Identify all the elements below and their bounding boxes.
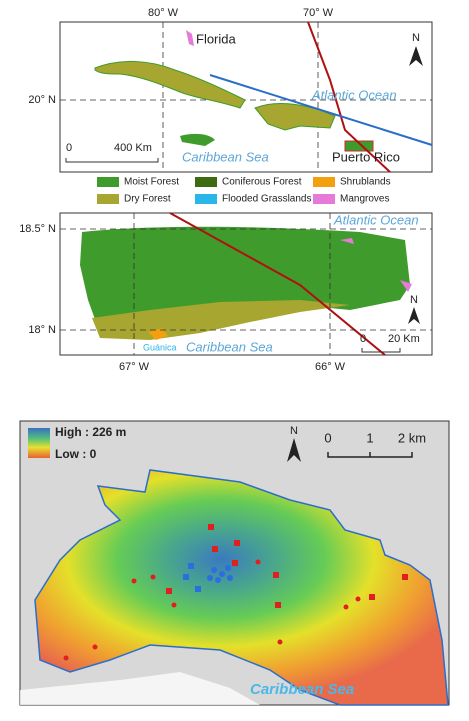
site-circle: [225, 565, 231, 571]
site-square: [195, 586, 201, 592]
site-square: [208, 524, 214, 530]
legend-label: Moist Forest: [124, 177, 179, 188]
fault-line: [307, 21, 391, 173]
site-circle: [207, 575, 213, 581]
scale-label: 0: [66, 142, 72, 154]
legend-swatch: [313, 194, 335, 204]
blue-sites: [183, 563, 233, 592]
lat-label: 18.5° N: [19, 223, 56, 235]
place-label: Caribbean Sea: [250, 681, 354, 698]
site-square: [232, 560, 238, 566]
legend-label: Coniferous Forest: [222, 177, 302, 188]
jamaica: [180, 133, 215, 146]
site-square: [402, 574, 408, 580]
study-area: [34, 469, 449, 706]
site-circle: [355, 596, 361, 602]
overview-map: 80° W 70° W 20° N Florida Atlantic Ocean…: [28, 7, 433, 173]
legend-label: Dry Forest: [124, 194, 171, 205]
north-label: N: [410, 294, 418, 306]
legend-label: Shrublands: [340, 177, 391, 188]
scale-label: 400 Km: [114, 142, 152, 154]
cuba: [94, 61, 246, 109]
place-label: Atlantic Ocean: [333, 212, 419, 227]
scale-bar: [65, 158, 159, 163]
place-label: Atlantic Ocean: [311, 87, 397, 102]
site-circle: [343, 604, 349, 610]
scale-label: 1: [366, 430, 373, 445]
site-square: [234, 540, 240, 546]
place-label: Caribbean Sea: [182, 149, 269, 164]
site-square: [369, 594, 375, 600]
lon-label: 67° W: [119, 361, 150, 373]
north-label: N: [412, 32, 420, 44]
north-label: N: [290, 425, 298, 437]
legend-swatch: [195, 177, 217, 187]
north-arrow: [408, 307, 420, 324]
site-circle: [227, 575, 233, 581]
site-circle: [215, 577, 221, 583]
legend-swatch: [195, 194, 217, 204]
site-circle: [131, 578, 137, 584]
scale-bar: [361, 348, 401, 353]
lon-label: 80° W: [148, 7, 179, 19]
place-label: Caribbean Sea: [186, 339, 273, 354]
site-square: [212, 546, 218, 552]
site-circle: [92, 644, 98, 650]
lon-label: 70° W: [303, 7, 334, 19]
site-circle: [211, 567, 217, 573]
lon-label: 66° W: [315, 361, 346, 373]
island-moist: [80, 226, 410, 335]
legend-swatch: [313, 177, 335, 187]
place-label: Guánica: [143, 342, 177, 352]
site-circle: [171, 602, 177, 608]
shrubland: [148, 328, 168, 340]
legend-label: Mangroves: [340, 194, 389, 205]
place-label: Puerto Rico: [332, 149, 400, 164]
north-arrow: [409, 46, 423, 66]
scale-label: 20 Km: [388, 333, 420, 345]
site-square: [275, 602, 281, 608]
site-circle: [255, 559, 261, 565]
site-circle: [219, 571, 225, 577]
island-map: 18.5° N 18° N 67° W 66° W Atlantic Ocean…: [19, 212, 433, 373]
scale-bar: [327, 452, 413, 458]
lat-label: 20° N: [28, 94, 56, 106]
trench-line: [209, 74, 433, 146]
place-label: Florida: [196, 31, 237, 46]
scale-label: 0: [324, 430, 331, 445]
lat-label: 18° N: [28, 324, 56, 336]
puerto-rico-box: [344, 140, 374, 152]
legend-low: Low : 0: [55, 447, 97, 461]
site-circle: [150, 574, 156, 580]
mangrove: [340, 238, 412, 292]
scale-label: 0: [360, 333, 366, 345]
sample-sites: [63, 524, 408, 661]
scale-label: 2 km: [398, 430, 426, 445]
site-circle: [277, 639, 283, 645]
elevation-map: High : 226 m Low : 0 N 0 1 2 km Caribbea…: [19, 420, 450, 706]
site-circle: [63, 655, 69, 661]
north-arrow: [287, 438, 301, 462]
elevation-legend-bar: [28, 428, 50, 458]
fault-line: [169, 212, 386, 356]
legend-label: Flooded Grasslands: [222, 194, 312, 205]
legend-swatch: [97, 194, 119, 204]
site-square: [166, 588, 172, 594]
site-square: [183, 574, 189, 580]
legend-high: High : 226 m: [55, 425, 126, 439]
florida: [186, 30, 194, 46]
legend: Moist Forest Coniferous Forest Shrublands D…: [97, 177, 391, 205]
site-square: [273, 572, 279, 578]
legend-swatch: [97, 177, 119, 187]
site-square: [188, 563, 194, 569]
sea: [20, 672, 260, 705]
